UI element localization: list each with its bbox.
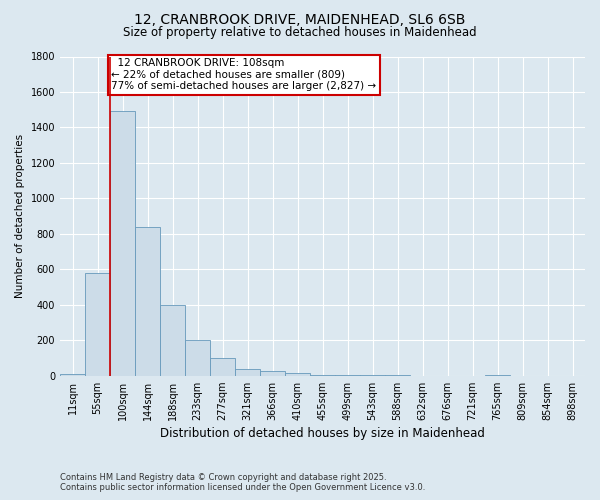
Bar — [210, 358, 235, 376]
Bar — [485, 375, 510, 376]
Bar — [285, 373, 310, 376]
Bar — [85, 273, 110, 376]
Bar — [135, 226, 160, 376]
Text: 12, CRANBROOK DRIVE, MAIDENHEAD, SL6 6SB: 12, CRANBROOK DRIVE, MAIDENHEAD, SL6 6SB — [134, 12, 466, 26]
Text: Size of property relative to detached houses in Maidenhead: Size of property relative to detached ho… — [123, 26, 477, 39]
Bar — [160, 305, 185, 376]
X-axis label: Distribution of detached houses by size in Maidenhead: Distribution of detached houses by size … — [160, 427, 485, 440]
Bar — [60, 374, 85, 376]
Text: Contains HM Land Registry data © Crown copyright and database right 2025.
Contai: Contains HM Land Registry data © Crown c… — [60, 473, 425, 492]
Bar — [235, 370, 260, 376]
Bar — [260, 372, 285, 376]
Bar — [335, 375, 360, 376]
Bar — [110, 112, 135, 376]
Bar — [310, 375, 335, 376]
Bar — [360, 375, 385, 376]
Bar — [185, 340, 210, 376]
Text: 12 CRANBROOK DRIVE: 108sqm
← 22% of detached houses are smaller (809)
77% of sem: 12 CRANBROOK DRIVE: 108sqm ← 22% of deta… — [111, 58, 376, 92]
Y-axis label: Number of detached properties: Number of detached properties — [15, 134, 25, 298]
